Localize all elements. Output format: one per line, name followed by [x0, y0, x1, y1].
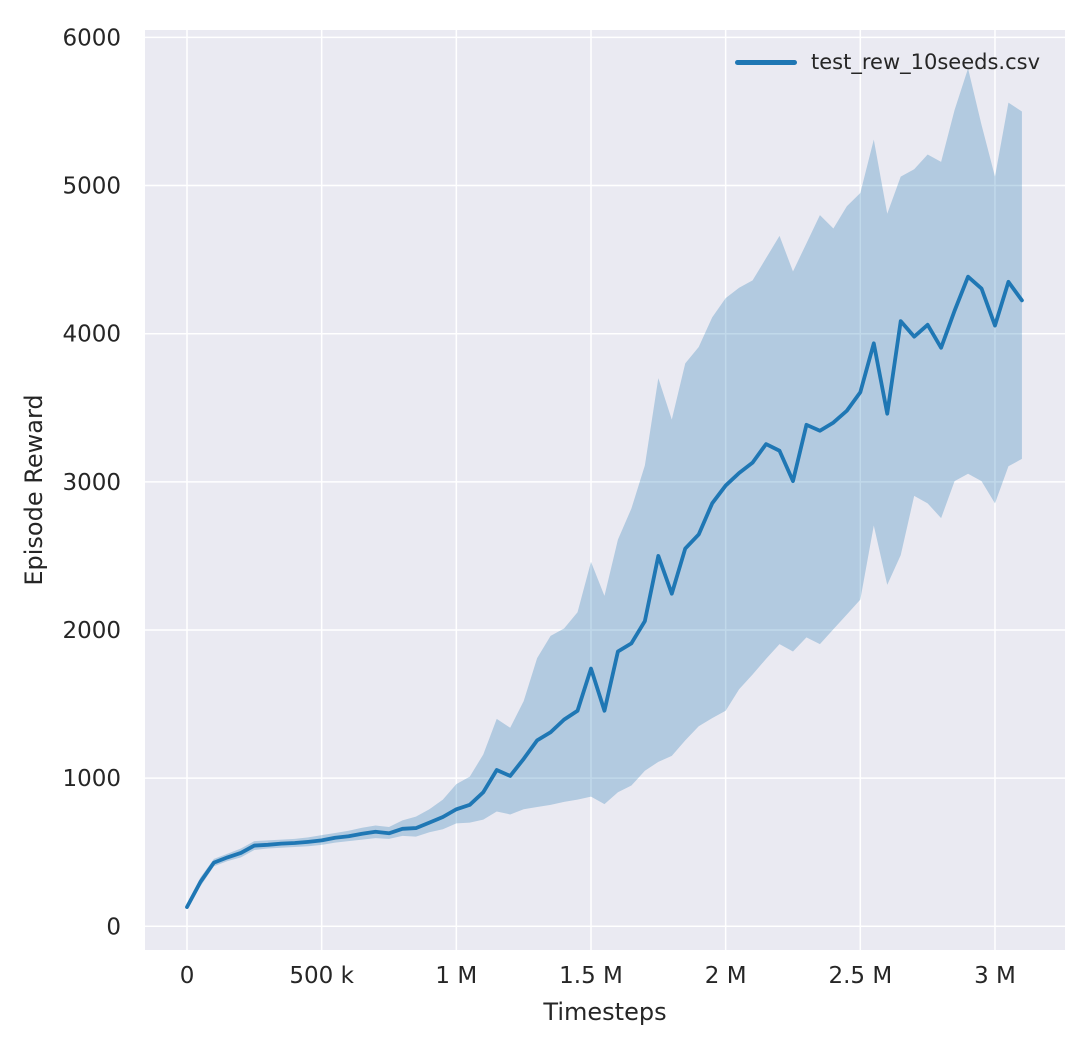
- legend-line-swatch: [735, 59, 798, 65]
- x-tick-label: 500 k: [289, 963, 354, 989]
- legend-label: test_rew_10seeds.csv: [811, 50, 1040, 74]
- x-tick-label: 2.5 M: [828, 963, 892, 989]
- y-tick-label: 2000: [62, 618, 121, 644]
- x-tick-label: 0: [180, 963, 195, 989]
- y-tick-label: 1000: [62, 766, 121, 792]
- confidence-band: [187, 68, 1022, 910]
- legend: test_rew_10seeds.csv: [735, 50, 1040, 74]
- x-tick-label: 1 M: [435, 963, 477, 989]
- y-axis-label: Episode Reward: [20, 394, 48, 586]
- x-tick-label: 3 M: [974, 963, 1016, 989]
- mean-line: [185, 274, 1024, 909]
- x-tick-label: 1.5 M: [559, 963, 623, 989]
- y-tick-label: 3000: [62, 470, 121, 496]
- y-tick-label: 4000: [62, 322, 121, 348]
- x-axis-label: Timesteps: [543, 998, 667, 1026]
- plot-area: [145, 30, 1065, 950]
- y-tick-label: 6000: [62, 25, 121, 51]
- y-tick-label: 5000: [62, 174, 121, 200]
- x-tick-label: 2 M: [705, 963, 747, 989]
- y-tick-label: 0: [106, 914, 121, 940]
